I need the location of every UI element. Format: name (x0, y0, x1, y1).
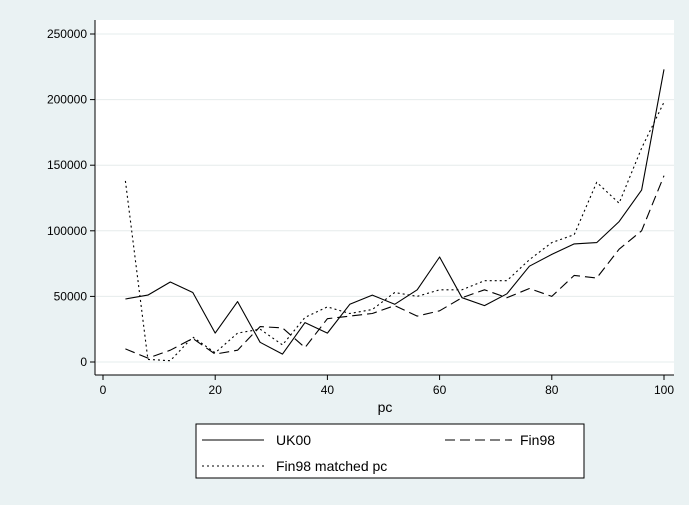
legend-label-fin98: Fin98 (520, 432, 555, 448)
x-tick-label: 0 (100, 383, 107, 397)
x-tick-label: 20 (209, 383, 223, 397)
legend-label-uk00: UK00 (276, 432, 311, 448)
y-tick-label: 0 (80, 355, 87, 369)
y-tick-label: 100000 (47, 224, 87, 238)
plot-background (95, 20, 674, 375)
series-line-fin98 (125, 175, 665, 359)
y-tick-label: 200000 (47, 93, 87, 107)
y-tick-label: 150000 (47, 158, 87, 172)
x-tick-label: 60 (433, 383, 447, 397)
legend-box (195, 423, 585, 479)
x-tick-label: 100 (654, 383, 674, 397)
x-axis-title: pc (378, 399, 393, 415)
series-line-fin98-matched-pc (124, 101, 665, 362)
legend-label-fin98-matched-pc: Fin98 matched pc (276, 458, 387, 474)
y-tick-label: 250000 (47, 27, 87, 41)
y-tick-label: 50000 (54, 289, 88, 303)
x-tick-label: 40 (321, 383, 335, 397)
x-tick-label: 80 (545, 383, 559, 397)
series-line-uk00 (125, 69, 665, 355)
